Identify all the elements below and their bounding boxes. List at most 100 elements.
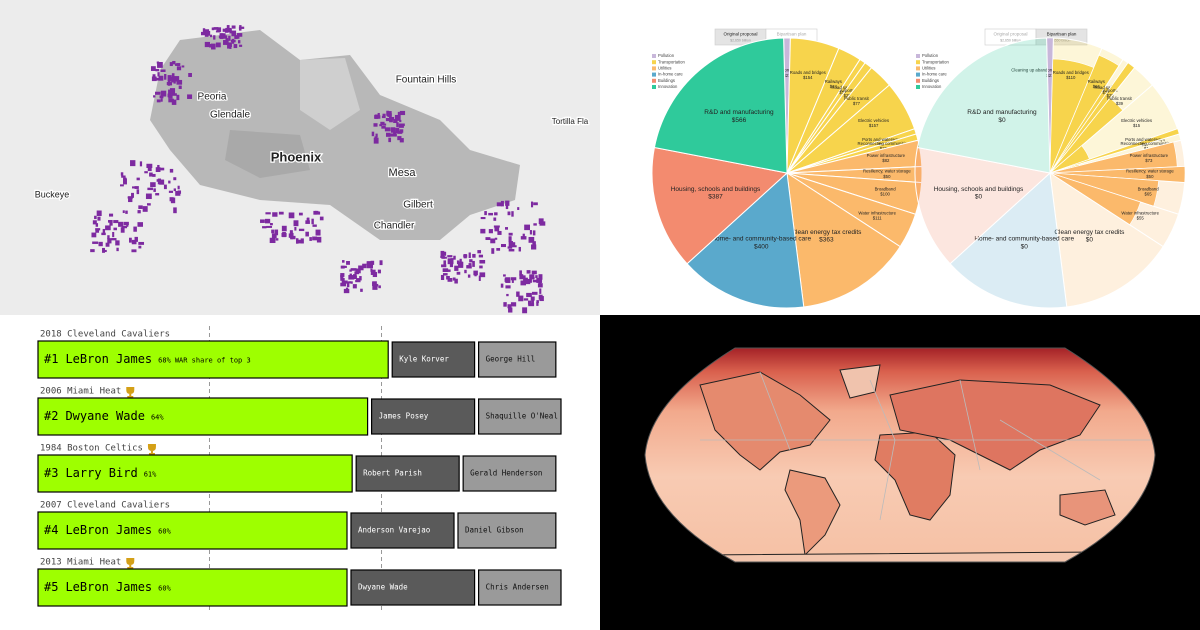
purple-parcel <box>443 260 447 266</box>
purple-parcel <box>519 270 522 276</box>
cell-label: Clean energy tax credits <box>1054 229 1125 236</box>
purple-parcel <box>224 30 229 33</box>
purple-parcel <box>168 89 172 96</box>
purple-parcel <box>272 212 278 217</box>
purple-parcel <box>266 225 273 228</box>
teammate-bar <box>478 341 557 378</box>
purple-parcel <box>384 127 391 132</box>
cell-label: Reconnecting communities <box>858 141 910 146</box>
purple-parcel <box>511 211 514 217</box>
purple-parcel <box>274 229 279 236</box>
australia <box>1059 489 1116 526</box>
urban-core <box>225 130 310 178</box>
purple-parcel <box>518 295 524 302</box>
purple-parcel <box>479 265 483 269</box>
teammate-bar <box>371 398 476 435</box>
purple-parcel <box>389 113 392 118</box>
purple-parcel <box>173 177 177 181</box>
purple-parcel <box>319 216 324 221</box>
purple-parcel <box>147 187 153 191</box>
purple-parcel <box>508 248 515 252</box>
purple-parcel <box>503 274 506 277</box>
purple-parcel <box>95 223 99 227</box>
purple-parcel <box>281 225 287 232</box>
purple-parcel <box>390 127 396 133</box>
purple-parcel <box>477 250 482 254</box>
purple-parcel <box>158 75 164 81</box>
purple-parcel <box>372 284 378 290</box>
purple-parcel <box>315 211 321 215</box>
purple-parcel <box>531 270 537 275</box>
purple-parcel <box>265 212 271 215</box>
teammate-label: Gerald Henderson <box>470 469 542 478</box>
cell-value: $21 <box>783 73 791 78</box>
purple-parcel <box>374 115 381 119</box>
purple-parcel <box>265 218 271 224</box>
purple-parcel <box>441 256 447 259</box>
purple-parcel <box>491 248 495 254</box>
rank-label: #1 <box>44 352 58 366</box>
purple-parcel <box>375 133 378 138</box>
teammate-bar <box>350 512 455 549</box>
purple-parcel <box>133 226 137 232</box>
purple-parcel <box>290 235 296 240</box>
purple-parcel <box>313 210 317 215</box>
purple-parcel <box>138 205 143 209</box>
toggle-total: $2,650 billion <box>730 38 751 42</box>
purple-parcel <box>213 35 216 40</box>
purple-parcel <box>536 277 543 283</box>
purple-parcel <box>362 263 367 269</box>
cell-value: $21 <box>1046 73 1054 78</box>
purple-parcel <box>171 73 175 79</box>
purple-parcel <box>120 172 124 176</box>
teammate-label: Daniel Gibson <box>465 526 524 535</box>
purple-parcel <box>449 262 454 268</box>
purple-parcel <box>350 281 353 284</box>
purple-parcel <box>205 30 211 36</box>
purple-parcel <box>171 76 174 83</box>
purple-parcel <box>231 30 237 37</box>
legend-label: Transportation <box>658 59 686 64</box>
purple-parcel <box>373 137 379 144</box>
purple-parcel <box>529 274 535 280</box>
cell-label: Ports and waterways <box>862 137 902 142</box>
purple-parcel <box>132 186 136 189</box>
purple-parcel <box>536 302 539 306</box>
cell-label: Airports <box>840 88 855 93</box>
purple-parcel <box>442 273 448 276</box>
purple-parcel <box>297 239 303 244</box>
purple-parcel <box>134 236 138 242</box>
purple-parcel <box>305 231 309 237</box>
team-label: 2018 Cleveland Cavaliers <box>40 330 170 340</box>
budget-cell <box>686 171 805 309</box>
urban-area <box>150 30 520 240</box>
purple-parcel <box>169 88 176 94</box>
purple-parcel <box>153 188 156 192</box>
purple-parcel <box>399 138 404 143</box>
purple-parcel <box>510 302 517 307</box>
purple-parcel <box>234 35 240 39</box>
purple-parcel <box>225 27 231 33</box>
purple-parcel <box>231 25 236 29</box>
purple-parcel <box>393 131 397 134</box>
purple-parcel <box>316 236 322 243</box>
purple-parcel <box>230 39 236 43</box>
player-label: LeBron James <box>65 580 152 594</box>
legend-swatch <box>916 54 920 58</box>
purple-parcel <box>203 29 210 32</box>
purple-parcel <box>311 218 314 225</box>
place-label: Phoenix <box>271 149 322 164</box>
purple-parcel <box>379 124 383 127</box>
cell-value: $66 <box>1093 84 1101 89</box>
purple-parcel <box>518 246 521 252</box>
purple-parcel <box>217 43 220 47</box>
legend-swatch <box>916 85 920 89</box>
purple-parcel <box>120 184 124 187</box>
player-label: Dwyane Wade <box>65 409 144 423</box>
purple-parcel <box>352 284 357 289</box>
purple-parcel <box>271 233 275 240</box>
teammate-label: Kyle Korver <box>399 355 449 364</box>
purple-parcel <box>356 271 360 274</box>
purple-parcel <box>385 117 390 122</box>
cell-label: Water infrastructure <box>858 210 896 215</box>
